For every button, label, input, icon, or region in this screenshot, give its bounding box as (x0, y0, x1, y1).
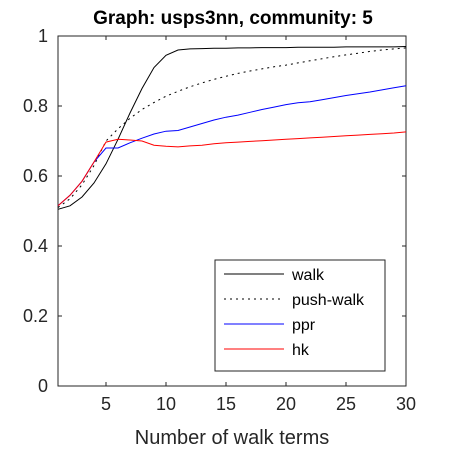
series-line-walk (57, 46, 407, 210)
legend-label-hk: hk (292, 342, 310, 359)
y-tick-label: 0 (38, 376, 48, 396)
legend-box (214, 259, 386, 372)
x-tick-label: 20 (276, 394, 296, 414)
x-tick-label: 15 (216, 394, 236, 414)
x-tick-label: 10 (156, 394, 176, 414)
series-line-hk (57, 131, 407, 207)
x-axis: 5 10 15 20 25 30 (101, 36, 416, 414)
y-tick-label: 0.8 (23, 96, 48, 116)
y-tick-label: 1 (38, 26, 48, 46)
series-line-ppr (57, 85, 407, 207)
series-line-push-walk (57, 47, 407, 208)
legend-label-walk: walk (291, 267, 325, 284)
legend[interactable]: walk push-walk ppr hk (214, 259, 386, 372)
x-tick-label: 25 (336, 394, 356, 414)
y-axis: 0 0.2 0.4 0.6 0.8 1 (23, 26, 406, 396)
y-tick-label: 0.2 (23, 306, 48, 326)
x-tick-label: 30 (396, 394, 416, 414)
x-tick-label: 5 (101, 394, 111, 414)
legend-label-push-walk: push-walk (292, 292, 365, 309)
y-tick-label: 0.6 (23, 166, 48, 186)
x-axis-label: Number of walk terms (135, 427, 330, 449)
y-tick-label: 0.4 (23, 236, 48, 256)
chart-title: Graph: usps3nn, community: 5 (93, 8, 373, 29)
legend-label-ppr: ppr (292, 317, 316, 334)
series-lines (57, 46, 407, 210)
